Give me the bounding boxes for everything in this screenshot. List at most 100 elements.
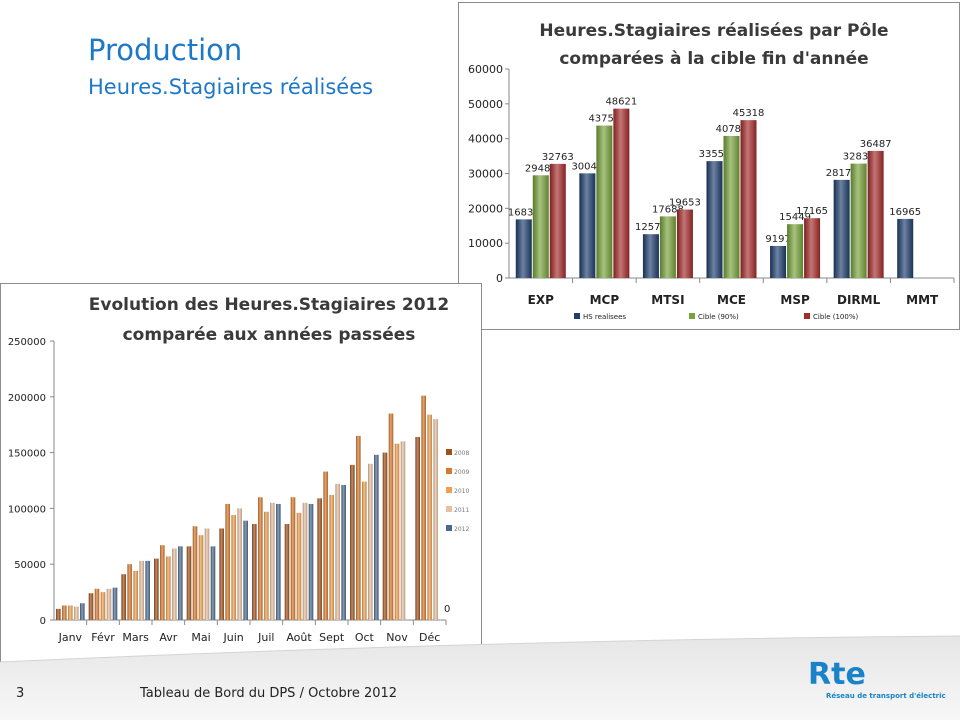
- chart1-data-label: 15449: [779, 212, 811, 223]
- chart2-stray-label: 0: [444, 604, 450, 615]
- chart1-y-tick-label: 50000: [468, 98, 503, 111]
- chart1-data-label: 19653: [669, 198, 701, 209]
- chart2-bar: [296, 512, 302, 620]
- chart1-data-label: 16965: [889, 207, 921, 218]
- chart2-bar: [192, 526, 198, 620]
- chart1-data-label: 12578: [635, 222, 667, 233]
- chart1-data-label: 36487: [860, 139, 892, 150]
- chart1-bar: [659, 216, 676, 278]
- chart2-y-tick-label: 0: [40, 616, 46, 627]
- chart2-bar: [264, 511, 269, 620]
- chart1-category-label: MSP: [780, 293, 810, 307]
- chart2-bar: [394, 443, 400, 620]
- chart2-bar: [356, 435, 361, 620]
- chart2-bar: [219, 528, 224, 620]
- slide-title: Production: [88, 33, 243, 67]
- chart2-bar: [302, 502, 308, 620]
- chart2-category-label: Sept: [319, 631, 345, 644]
- chart2-bar: [317, 498, 322, 620]
- chart2-bar: [62, 605, 67, 620]
- chart2-bar: [145, 560, 150, 620]
- chart2-category-label: Nov: [386, 631, 408, 644]
- chart1-title-line1: Heures.Stagiaires réalisées par Pôle: [539, 21, 888, 41]
- chart1-bar: [676, 209, 693, 278]
- chart2-bar: [210, 546, 216, 620]
- chart1-legend-swatch: [574, 313, 580, 319]
- chart2-bar: [368, 463, 373, 620]
- chart1-bar: [897, 218, 914, 278]
- chart2-bar: [308, 503, 314, 620]
- chart1-y-tick-label: 10000: [468, 237, 503, 250]
- chart1-data-label: 45318: [733, 108, 765, 119]
- chart1-y-tick-label: 40000: [468, 133, 503, 146]
- chart-heures-par-pole: Heures.Stagiaires réalisées par Pôle comp…: [458, 2, 960, 330]
- chart2-bar: [329, 495, 334, 620]
- chart2-bar: [94, 588, 100, 620]
- chart2-bar: [415, 436, 420, 620]
- chart2-category-label: Mars: [122, 631, 149, 644]
- chart2-bar: [290, 497, 296, 620]
- chart1-y-tick-label: 0: [496, 272, 503, 285]
- chart1-bar: [549, 163, 566, 278]
- chart2-category-label: Mai: [191, 631, 210, 644]
- chart2-bar: [427, 414, 432, 620]
- chart2-legend-label: 2010: [454, 488, 469, 495]
- chart2-bar: [80, 603, 85, 620]
- chart1-bar: [515, 219, 532, 278]
- chart1-bar: [770, 245, 787, 278]
- chart2-bar: [139, 560, 144, 620]
- chart2-legend-label: 2009: [454, 469, 469, 476]
- chart2-y-tick-label: 100000: [8, 504, 46, 515]
- chart1-bar: [613, 108, 630, 279]
- chart1-bar: [596, 125, 613, 278]
- footer-band: [0, 635, 960, 720]
- chart1-y-tick-label: 30000: [468, 168, 503, 181]
- chart2-category-label: Juil: [257, 631, 274, 644]
- chart1-bar: [723, 135, 740, 278]
- chart1-bar: [579, 173, 596, 278]
- chart2-legend-swatch: [446, 468, 452, 474]
- chart1-bar: [787, 224, 804, 278]
- chart1-y-tick-label: 20000: [468, 202, 503, 215]
- chart1-category-label: DIRML: [837, 293, 881, 307]
- chart2-bar: [374, 454, 379, 620]
- chart1-bar: [833, 179, 850, 278]
- chart1-data-label: 48621: [605, 97, 637, 108]
- chart2-legend-swatch: [446, 487, 452, 493]
- chart2-bar: [323, 471, 328, 620]
- chart2-bar: [186, 546, 192, 620]
- chart2-y-tick-label: 150000: [8, 449, 46, 460]
- chart1-bar: [867, 150, 884, 278]
- chart2-bar: [166, 556, 171, 620]
- chart1-data-label: 43759: [588, 114, 620, 125]
- chart1-data-label: 40786: [716, 124, 748, 135]
- chart2-legend-swatch: [446, 525, 452, 531]
- chart1-bar: [642, 234, 659, 278]
- chart1-bar: [740, 120, 757, 278]
- chart1-legend-swatch: [804, 313, 810, 319]
- chart1-legend-swatch: [689, 313, 695, 319]
- chart2-bar: [258, 497, 263, 620]
- chart1-bar: [850, 163, 867, 278]
- chart2-bar: [341, 484, 346, 620]
- chart1-category-label: MCP: [590, 293, 620, 307]
- chart2-bar: [231, 515, 236, 620]
- chart2-bar: [433, 419, 438, 620]
- chart2-title-line2: comparée aux années passées: [123, 325, 416, 345]
- chart2-category-label: Déc: [419, 631, 440, 644]
- chart2-bar: [350, 464, 355, 620]
- chart2-bar: [382, 452, 388, 620]
- chart-evolution-heures-svg: Evolution des Heures.Stagiaires 2012 comp…: [8, 295, 470, 644]
- chart-heures-par-pole-svg: Heures.Stagiaires réalisées par Pôle comp…: [468, 21, 955, 321]
- chart1-bar: [804, 218, 821, 278]
- chart2-bar: [270, 502, 275, 620]
- chart2-y-tick-label: 50000: [14, 560, 46, 571]
- chart2-bar: [335, 483, 340, 620]
- chart2-bar: [133, 570, 138, 620]
- chart2-bar: [237, 508, 242, 620]
- chart2-legend-label: 2011: [454, 507, 469, 514]
- chart2-bar: [362, 481, 367, 620]
- chart1-data-label: 17165: [796, 206, 828, 217]
- chart2-bar: [121, 574, 126, 620]
- chart2-bar: [88, 593, 94, 620]
